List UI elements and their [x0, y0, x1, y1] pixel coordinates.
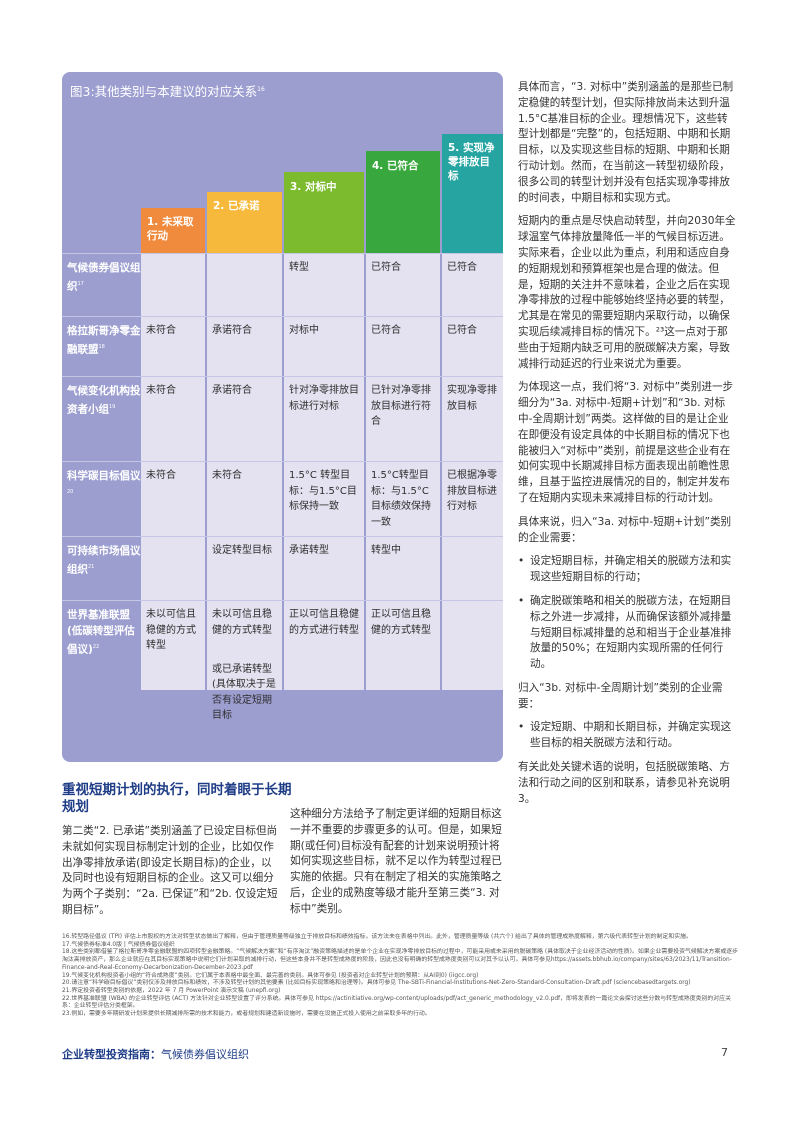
- table-cell: 1.5°C 转型目标：与1.5°C目标保持一致: [289, 470, 357, 512]
- footnote: 20.请注意“科学碳目标倡议”类别仅涉及排放目标和绩效，不涉及转型计划的其他要素…: [62, 980, 691, 987]
- row-divider: [62, 316, 503, 317]
- table-cell: 实现净零排放目标: [447, 385, 497, 412]
- footnote: 19.气候变化机构投资者小组的“符合成熟度”类别。它们属于本表格中最全面、最完善…: [62, 972, 479, 979]
- table-cell: 正以可信且稳健的方式进行转型: [289, 609, 359, 636]
- row-header: 格拉斯哥净零金融联盟18: [67, 325, 141, 356]
- table-cell: 未符合: [212, 470, 242, 481]
- row-header: 气候债券倡议组织17: [67, 262, 141, 293]
- stage-label-5: 5. 实现净零排放目标: [448, 142, 495, 182]
- table-cell: 已符合: [447, 325, 477, 336]
- bullet-item: 设定短期目标，并确定相关的脱碳方法和实现这些短期目标的行动；: [518, 554, 738, 586]
- transition-categories-figure: 图3:其他类别与本建议的对应关系16 1. 未采取行动 2. 已承诺 3. 对标中 4…: [62, 72, 503, 762]
- footer-title-rest: 气候债券倡议组织: [161, 1048, 249, 1061]
- bottom-col-1: 第二类“2. 已承诺”类别涵盖了已设定目标但尚未就如何实现目标制定计划的企业，比…: [62, 824, 280, 919]
- footnote: 17.气候债券标准4.0版 | 气候债券倡议组织: [62, 941, 175, 948]
- stage-column-4: 4. 已符合: [366, 151, 440, 254]
- paragraph: 具体来说，归入“3a. 对标中-短期+计划”类别的企业需要：: [518, 515, 732, 544]
- table-cell: 未以可信且稳健的方式转型: [212, 609, 272, 636]
- table-cell: 针对净零排放目标进行对标: [289, 385, 359, 412]
- table-cell: 未以可信且稳健的方式转型: [146, 609, 196, 651]
- paragraph: 归入“3b. 对标中-全周期计划”类别的企业需要：: [518, 681, 723, 710]
- footnote: 16.转型路径倡议 (TPI) 评估上市股权的方法对转型状态做出了解释，但由于管…: [62, 934, 692, 940]
- stage-label-4: 4. 已符合: [372, 160, 419, 172]
- row-header: 气候变化机构投资者小组19: [67, 385, 141, 416]
- stage-column-body-2: [207, 254, 282, 690]
- footnote: 18.这些类别都借鉴了格拉斯哥净零金融联盟的四项转型金融策略。“气候解决方案”和…: [62, 949, 739, 971]
- table-cell: 未符合: [146, 470, 176, 481]
- footnotes: 16.转型路径倡议 (TPI) 评估上市股权的方法对转型状态做出了解释，但由于管…: [62, 934, 742, 1019]
- stage-label-2: 2. 已承诺: [213, 200, 260, 212]
- table-cell: 已根据净零排放目标进行对标: [447, 470, 497, 512]
- table-cell: 承诺符合: [212, 325, 252, 336]
- footer-title-bold: 企业转型投资指南：: [62, 1048, 161, 1061]
- stage-column-body-3: [284, 254, 364, 690]
- table-cell: 设定转型目标: [212, 545, 272, 556]
- stage-column-3: 3. 对标中: [284, 172, 364, 254]
- footer-report-title: 企业转型投资指南：气候债券倡议组织: [62, 1046, 249, 1062]
- table-cell: 已针对净零排放目标进行符合: [371, 385, 431, 427]
- table-cell: 转型: [289, 262, 309, 273]
- row-header: 科学碳目标倡议20: [67, 470, 141, 495]
- paragraph: 具体而言，“3. 对标中”类别涵盖的是那些已制定稳健的转型计划，但实际排放尚未达…: [518, 81, 734, 204]
- table-cell: 正以可信且稳健的方式转型: [371, 609, 431, 636]
- row-divider: [62, 253, 503, 254]
- stage-label-3: 3. 对标中: [290, 181, 337, 193]
- stage-column-body-1: [141, 254, 205, 690]
- paragraph: 为体现这一点，我们将“3. 对标中”类别进一步细分为“3a. 对标中-短期+计划…: [518, 381, 734, 504]
- stage-column-body-4: [366, 254, 440, 690]
- table-cell: 未符合: [146, 325, 176, 336]
- paragraph: 短期内的重点是尽快启动转型，并向2030年全球温室气体排放量降低一半的气候目标迈…: [518, 215, 736, 370]
- table-cell: 未符合: [146, 385, 176, 396]
- table-cell: 1.5°C转型目标：与1.5°C目标绩效保持一致: [371, 470, 431, 528]
- table-cell-note: 或已承诺转型(具体取决于是否有设定短期目标: [212, 663, 276, 722]
- row-header: 世界基准联盟(低碳转型评估倡议)22: [67, 609, 135, 656]
- bottom-col-2: 这种细分方法给予了制定更详细的短期目标这一并不重要的步骤更多的认可。但是，如果短…: [290, 807, 502, 918]
- footnote: 22.世界基准联盟 (WBA) 的企业转型评估 (ACT) 方法针对企业转型设置…: [62, 995, 731, 1010]
- table-cell: 承诺转型: [289, 545, 329, 556]
- bullet-item: 设定短期、中期和长期目标，并确定实现这些目标的相关脱碳方法和行动。: [518, 720, 738, 752]
- figure-title: 图3:其他类别与本建议的对应关系16: [70, 84, 265, 99]
- stage-column-5: 5. 实现净零排放目标: [442, 134, 503, 254]
- stage-column-2: 2. 已承诺: [207, 192, 282, 254]
- table-cell: 已符合: [371, 262, 401, 273]
- right-column-text: 具体而言，“3. 对标中”类别涵盖的是那些已制定稳健的转型计划，但实际排放尚未达…: [518, 80, 738, 815]
- row-divider: [62, 600, 503, 601]
- footnote: 23.例如，需要多年期研发计划来提供长期减排所需的技术和能力，或者规划和建造新设…: [62, 1011, 431, 1018]
- footnote: 21.界定投资者转型类别的依据，2022 年 7 月 PowerPoint 演示…: [62, 987, 281, 994]
- table-cell: 已符合: [371, 325, 401, 336]
- row-header: 可持续市场倡议组织21: [67, 545, 141, 576]
- table-cell: 转型中: [371, 545, 401, 556]
- page-number: 7: [721, 1046, 728, 1059]
- row-divider: [62, 461, 503, 462]
- table-cell: 承诺符合: [212, 385, 252, 396]
- section-heading: 重视短期计划的执行，同时着眼于长期规划: [62, 782, 292, 815]
- stage-column-1: 1. 未采取行动: [141, 208, 205, 254]
- stage-column-body-5: [442, 254, 503, 690]
- table-cell: 已符合: [447, 262, 477, 273]
- stage-label-1: 1. 未采取行动: [147, 216, 194, 242]
- row-divider: [62, 536, 503, 537]
- paragraph: 有关此处关键术语的说明，包括脱碳策略、方法和行动之间的区别和联系，请参见补充说明…: [518, 761, 730, 805]
- paragraph: 第二类“2. 已承诺”类别涵盖了已设定目标但尚未就如何实现目标制定计划的企业，比…: [62, 825, 278, 916]
- row-divider: [62, 376, 503, 377]
- bullet-item: 确定脱碳策略和相关的脱碳方法，在短期目标之外进一步减排，从而确保该额外减排量与短…: [518, 594, 738, 673]
- table-cell: 对标中: [289, 325, 319, 336]
- paragraph: 这种细分方法给予了制定更详细的短期目标这一并不重要的步骤更多的认可。但是，如果短…: [290, 808, 502, 915]
